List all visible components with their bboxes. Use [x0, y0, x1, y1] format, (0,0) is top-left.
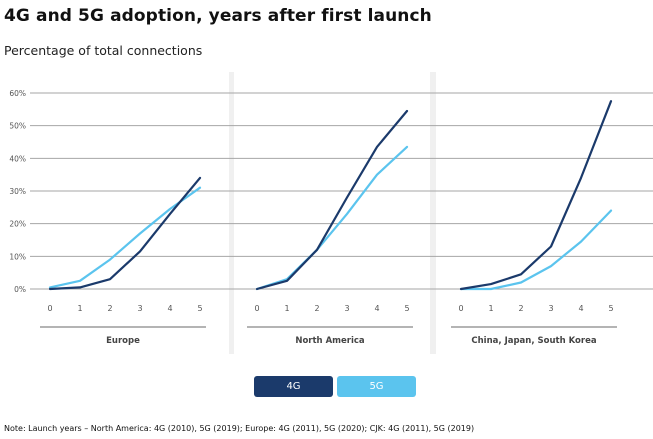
legend: 4G 5G: [254, 376, 416, 397]
line-chart: 0% 10% 20% 30% 40% 50% 60% 0 1 2 3 4 5 Europe 0 1 2 3 4 5 No…: [9, 72, 653, 354]
x-tick-label: 3: [548, 304, 553, 313]
x-tick-label: 1: [284, 304, 289, 313]
x-tick-label: 2: [107, 304, 112, 313]
series-line-4g-north-america: [255, 109, 409, 291]
x-tick-label: 1: [488, 304, 493, 313]
y-tick-label: 40%: [9, 154, 26, 163]
x-tick-label: 3: [137, 304, 142, 313]
x-tick-label: 2: [314, 304, 319, 313]
y-tick-label: 50%: [9, 122, 26, 131]
series-line-5g-north-america: [255, 145, 409, 291]
x-tick-label: 1: [77, 304, 82, 313]
x-tick-label: 5: [608, 304, 613, 313]
legend-item-4g[interactable]: 4G: [254, 376, 333, 397]
panel-label: Europe: [106, 336, 140, 346]
x-tick-label: 3: [344, 304, 349, 313]
x-tick-label: 2: [518, 304, 523, 313]
legend-item-5g[interactable]: 5G: [337, 376, 416, 397]
chart-subtitle: Percentage of total connections: [4, 43, 203, 58]
panel-separator-2: [430, 72, 436, 354]
x-tick-label: 0: [47, 304, 52, 313]
y-tick-label: 30%: [9, 187, 26, 196]
footnote: Note: Launch years – North America: 4G (…: [4, 424, 475, 433]
x-tick-label: 4: [167, 304, 172, 313]
x-tick-label: 0: [458, 304, 463, 313]
series-line-5g-china-japan-south-korea: [459, 209, 613, 291]
y-tick-label: 20%: [9, 220, 26, 229]
x-tick-label: 0: [254, 304, 259, 313]
y-tick-label: 60%: [9, 89, 26, 98]
series-line-4g-china-japan-south-korea: [459, 100, 613, 291]
panel-label: North America: [295, 336, 365, 346]
x-tick-label: 4: [578, 304, 583, 313]
y-tick-label: 0%: [14, 285, 26, 294]
y-tick-label: 10%: [9, 252, 26, 261]
series-line-5g-europe: [48, 186, 202, 289]
x-tick-label: 4: [374, 304, 379, 313]
panel-label: China, Japan, South Korea: [471, 336, 596, 346]
series-line-4g-europe: [48, 176, 202, 291]
chart-title: 4G and 5G adoption, years after first la…: [4, 6, 432, 26]
x-tick-label: 5: [404, 304, 409, 313]
legend-label-4g: 4G: [286, 381, 301, 392]
legend-label-5g: 5G: [369, 381, 384, 392]
panel-separator-1: [229, 72, 234, 354]
x-tick-label: 5: [197, 304, 202, 313]
